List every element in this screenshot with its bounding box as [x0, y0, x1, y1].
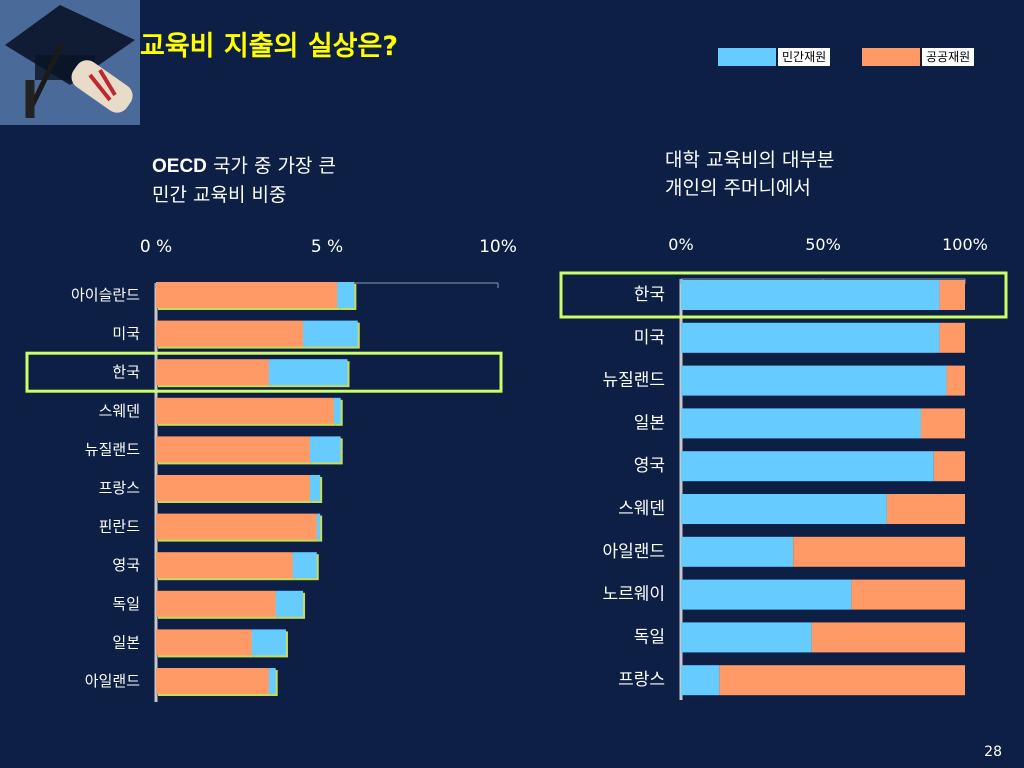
right-chart-subtitle: 대학 교육비의 대부분 개인의 주머니에서 [665, 146, 834, 202]
x-tick-label: 0% [668, 235, 693, 254]
category-label-5: 스웨덴 [618, 499, 665, 519]
category-label-0: 아이슬란드 [71, 286, 140, 304]
legend-swatch-public [862, 48, 920, 66]
category-label-0: 한국 [634, 285, 665, 305]
left-subtitle-bold: OECD [152, 156, 207, 177]
bar-private-9 [251, 629, 286, 656]
bar-public-1 [156, 320, 304, 347]
category-label-2: 한국 [112, 363, 140, 381]
bar-public-1 [939, 322, 965, 353]
bar-private-8 [275, 590, 304, 617]
right-subtitle-line2: 개인의 주머니에서 [665, 177, 811, 199]
category-label-4: 뉴질랜드 [85, 440, 140, 458]
bar-private-5 [681, 494, 887, 524]
bar-private-3 [681, 408, 921, 439]
left-subtitle-line1: 국가 중 가장 큰 [206, 155, 336, 177]
category-label-5: 프랑스 [99, 479, 141, 497]
category-label-9: 프랑스 [618, 670, 665, 690]
graduation-cap-icon [0, 0, 140, 125]
bar-public-0 [939, 280, 965, 310]
bar-public-0 [156, 282, 338, 308]
bar-public-4 [156, 436, 310, 463]
slide-title: 교육비 지출의 실상은? [140, 31, 399, 62]
bar-public-6 [793, 536, 965, 567]
category-label-6: 핀란드 [99, 518, 141, 536]
bar-public-3 [920, 408, 965, 439]
bar-private-4 [309, 436, 341, 463]
bar-public-5 [156, 475, 310, 501]
left-chart-subtitle: OECD 국가 중 가장 큰 민간 교육비 비중 [152, 152, 336, 209]
legend-label-public: 공공재원 [922, 48, 975, 66]
x-tick-label: 0 % [140, 237, 172, 257]
category-label-7: 노르웨이 [602, 585, 665, 605]
bar-private-9 [681, 665, 720, 696]
bar-private-0 [681, 280, 940, 310]
bar-public-6 [156, 513, 317, 540]
category-label-2: 뉴질랜드 [602, 371, 665, 391]
x-tick-label: 50% [805, 235, 841, 254]
category-label-4: 영국 [634, 456, 665, 476]
bar-private-7 [292, 552, 317, 579]
category-label-6: 아일랜드 [602, 542, 665, 562]
x-tick-label: 100% [942, 235, 988, 254]
bar-private-7 [681, 579, 852, 610]
category-label-8: 독일 [634, 627, 665, 647]
bar-private-5 [309, 475, 321, 501]
category-label-9: 일본 [112, 633, 140, 651]
bar-private-1 [681, 322, 940, 353]
left-subtitle-line2: 민간 교육비 비중 [152, 184, 287, 206]
x-tick-label: 5 % [311, 237, 343, 257]
bar-public-4 [933, 451, 965, 482]
right-subtitle-line1: 대학 교육비의 대부분 [665, 149, 835, 171]
bar-private-0 [337, 282, 355, 308]
bar-private-2 [681, 365, 947, 396]
bar-public-8 [811, 622, 965, 653]
legend-label-private: 민간재원 [778, 48, 831, 66]
bar-private-3 [333, 397, 341, 424]
x-tick-label: 10% [479, 237, 517, 257]
bar-private-10 [268, 668, 276, 694]
category-label-8: 독일 [112, 595, 140, 613]
category-label-7: 영국 [112, 556, 140, 574]
bar-private-8 [681, 622, 812, 653]
bar-public-3 [156, 397, 334, 424]
graduation-cap-photo [0, 0, 140, 125]
page-number: 28 [984, 744, 1002, 760]
category-label-1: 미국 [634, 328, 665, 348]
bar-public-2 [156, 359, 269, 386]
category-label-3: 스웨덴 [99, 402, 140, 420]
bar-public-7 [851, 579, 965, 610]
bar-private-4 [681, 451, 934, 482]
highlight-box [25, 351, 503, 393]
highlight-box [559, 271, 1008, 319]
bar-public-9 [719, 665, 965, 696]
bar-shadow [318, 515, 323, 542]
bar-public-9 [156, 629, 252, 656]
bar-public-8 [156, 590, 276, 617]
bar-private-6 [316, 513, 321, 540]
bar-public-7 [156, 552, 293, 579]
bar-private-1 [303, 320, 358, 347]
bar-public-2 [946, 365, 965, 396]
bar-public-10 [156, 668, 269, 694]
bar-private-6 [681, 536, 794, 567]
category-label-10: 아일랜드 [85, 672, 140, 690]
category-label-1: 미국 [112, 325, 140, 343]
bar-private-2 [268, 359, 348, 386]
bar-public-5 [886, 494, 965, 524]
legend-swatch-private [718, 48, 776, 66]
category-label-3: 일본 [634, 413, 665, 433]
